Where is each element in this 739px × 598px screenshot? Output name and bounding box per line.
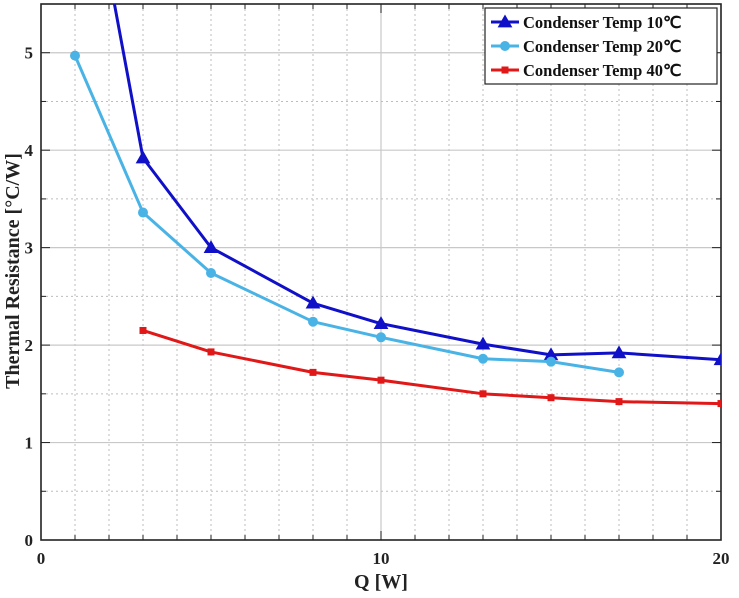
data-point bbox=[478, 353, 488, 364]
legend-marker bbox=[500, 41, 510, 51]
x-tick-label: 20 bbox=[713, 549, 730, 568]
y-axis-title: Thermal Resistance [°C/W] bbox=[2, 153, 24, 389]
data-point bbox=[70, 50, 80, 61]
data-point bbox=[206, 267, 216, 278]
legend: Condenser Temp 10℃ Condenser Temp 20℃ Cond… bbox=[484, 7, 718, 85]
series-1 bbox=[112, 4, 721, 366]
series-line bbox=[142, 329, 721, 406]
data-point bbox=[479, 390, 487, 398]
legend-item-1: Condenser Temp 10℃ bbox=[491, 13, 682, 32]
data-series bbox=[70, 4, 721, 408]
series-line bbox=[73, 55, 620, 374]
data-point bbox=[615, 398, 623, 406]
y-tick-label: 3 bbox=[25, 239, 34, 258]
legend-marker bbox=[497, 14, 513, 28]
y-tick-label: 2 bbox=[25, 336, 34, 355]
legend-marker bbox=[501, 66, 509, 74]
data-point bbox=[373, 316, 389, 330]
y-tick-label: 5 bbox=[25, 44, 34, 63]
legend-label: Condenser Temp 10℃ bbox=[523, 13, 682, 32]
grid-lines bbox=[41, 4, 721, 540]
data-point bbox=[475, 336, 491, 350]
data-point bbox=[207, 348, 215, 356]
data-point bbox=[377, 376, 385, 384]
data-point bbox=[139, 326, 147, 334]
data-point bbox=[717, 400, 721, 408]
data-point bbox=[308, 316, 318, 327]
tick-labels: 0 10 20 0 1 2 3 4 5 bbox=[25, 44, 730, 568]
data-point bbox=[611, 345, 627, 359]
x-tick-label: 10 bbox=[373, 549, 390, 568]
data-point bbox=[713, 352, 721, 366]
data-point bbox=[203, 240, 219, 254]
data-point bbox=[135, 150, 151, 164]
x-axis-title: Q [W] bbox=[354, 571, 408, 593]
data-point bbox=[547, 394, 555, 402]
data-point bbox=[305, 295, 321, 309]
y-tick-label: 0 bbox=[25, 531, 34, 550]
x-tick-label: 0 bbox=[37, 549, 46, 568]
data-point bbox=[376, 332, 386, 343]
data-point bbox=[546, 356, 556, 367]
series-3 bbox=[139, 326, 721, 408]
data-point bbox=[309, 368, 317, 376]
legend-item-3: Condenser Temp 40℃ bbox=[491, 61, 682, 80]
y-tick-label: 4 bbox=[25, 141, 34, 160]
series-2 bbox=[70, 50, 624, 378]
data-point bbox=[614, 367, 624, 378]
legend-item-2: Condenser Temp 20℃ bbox=[491, 37, 682, 56]
legend-box bbox=[484, 7, 718, 85]
data-point bbox=[138, 207, 148, 218]
legend-label: Condenser Temp 20℃ bbox=[523, 37, 682, 56]
y-tick-label: 1 bbox=[25, 434, 34, 453]
legend-label: Condenser Temp 40℃ bbox=[523, 61, 682, 80]
